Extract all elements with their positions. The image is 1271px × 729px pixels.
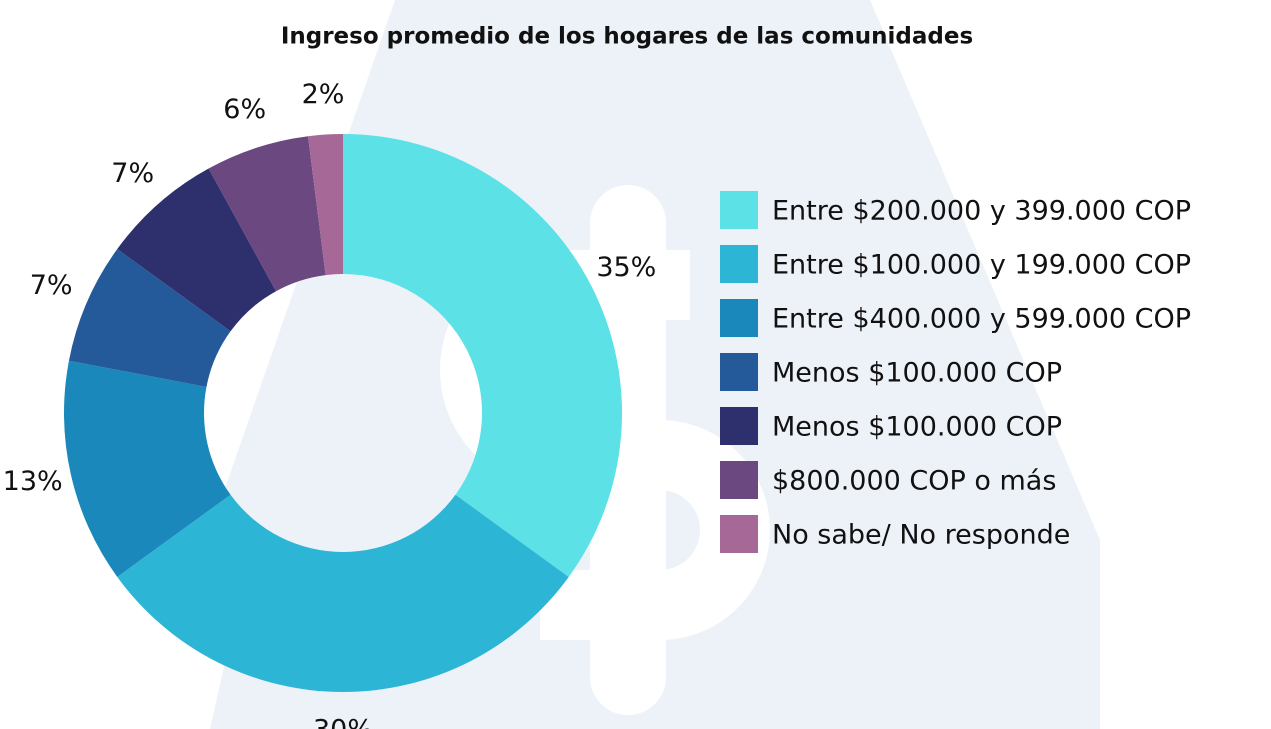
data-label: 6% (223, 94, 266, 125)
data-label: 2% (302, 79, 345, 110)
chart-title: Ingreso promedio de los hogares de las c… (281, 24, 973, 50)
legend-swatch (720, 353, 758, 391)
legend-label: Menos $100.000 COP (772, 358, 1062, 389)
pie-slice (63, 360, 231, 577)
legend-swatch (720, 245, 758, 283)
legend-label: $800.000 COP o más (772, 466, 1056, 497)
data-label: 13% (3, 466, 63, 497)
pie-slice (343, 134, 622, 577)
pie-slice (308, 134, 343, 276)
pie-slice (117, 494, 569, 692)
data-label: 35% (596, 252, 656, 283)
data-label: 7% (30, 270, 73, 301)
legend-swatch (720, 191, 758, 229)
data-label: 30% (313, 715, 373, 729)
legend-swatch (720, 461, 758, 499)
legend-label: Menos $100.000 COP (772, 412, 1062, 443)
legend-label: Entre $400.000 y 599.000 COP (772, 304, 1191, 335)
pie-slice (68, 249, 231, 387)
legend-label: Entre $200.000 y 399.000 COP (772, 196, 1191, 227)
legend-label: Entre $100.000 y 199.000 COP (772, 250, 1191, 281)
legend-swatch (720, 515, 758, 553)
data-label: 7% (111, 158, 154, 189)
pie-slice (208, 136, 326, 292)
legend-swatch (720, 299, 758, 337)
pie-slice (117, 168, 277, 332)
legend-label: No sabe/ No responde (772, 520, 1070, 551)
legend-swatch (720, 407, 758, 445)
